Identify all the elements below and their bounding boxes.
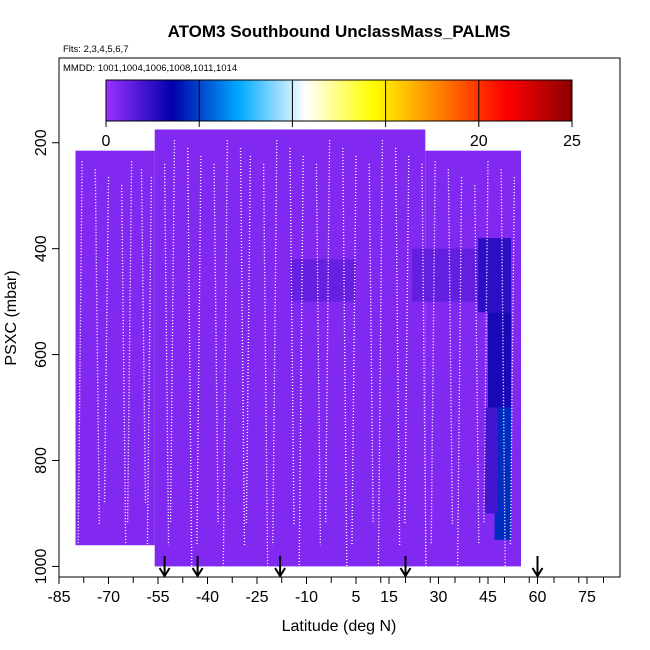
x-tick-label: -70 xyxy=(97,589,120,606)
flight-profile-track xyxy=(121,185,127,546)
flight-profile-track xyxy=(474,185,480,546)
y-tick-label: 800 xyxy=(33,447,50,474)
flight-arrows xyxy=(158,556,544,578)
y-tick-label: 400 xyxy=(33,235,50,262)
plot-area: MMDD: 1001,1004,1006,1008,1011,1014 0510… xyxy=(58,57,621,578)
x-tick-label: 75 xyxy=(578,589,596,606)
x-tick-label: -10 xyxy=(295,589,318,606)
down-arrow-icon xyxy=(191,556,204,578)
flight-profile-track xyxy=(377,140,384,567)
heatmap-enhanced-cell xyxy=(290,259,356,302)
flight-profile-track xyxy=(509,177,516,546)
heatmap-region xyxy=(75,150,155,546)
flight-profile-track xyxy=(447,169,454,525)
x-tick-label: 45 xyxy=(479,589,497,606)
heatmap-cells xyxy=(75,129,521,567)
colorbar-tick-label: 25 xyxy=(563,133,581,150)
x-tick-label: -40 xyxy=(196,589,219,606)
flight-profile-track xyxy=(222,140,228,567)
flight-profile-track xyxy=(421,163,427,567)
flight-profile-track xyxy=(483,161,489,525)
flight-profile-track xyxy=(187,148,193,567)
flight-profile-track xyxy=(77,161,83,546)
flight-profile-track xyxy=(430,161,436,546)
x-tick-label: -85 xyxy=(47,589,70,606)
heatmap-enhanced-cell xyxy=(488,312,512,408)
y-axis: 200 400 600 800 1000 xyxy=(33,129,59,584)
flight-profile-track xyxy=(324,140,331,525)
flight-profiles xyxy=(77,140,516,567)
flight-profile-track xyxy=(262,163,269,567)
x-tick-label: 30 xyxy=(430,589,448,606)
flight-profile-track xyxy=(245,155,252,525)
colorbar-tick-label: 0 xyxy=(102,133,111,150)
heatmap-enhanced-cell xyxy=(484,407,498,514)
down-arrow-icon xyxy=(399,556,412,578)
down-arrow-icon xyxy=(158,556,171,578)
flights-note: Flts: 2,3,4,5,6,7 xyxy=(63,44,128,55)
flight-profile-track xyxy=(456,177,463,567)
flight-profile-track xyxy=(298,155,304,567)
flight-profile-track xyxy=(404,155,410,525)
flight-profile-track xyxy=(351,155,357,546)
flight-profile-track xyxy=(368,163,374,525)
chart-title: ATOM3 Southbound UnclassMass_PALMS xyxy=(168,22,511,41)
flight-profile-track xyxy=(103,177,110,503)
x-tick-label: 15 xyxy=(380,589,398,606)
y-tick-label: 200 xyxy=(33,129,50,156)
colorbar-tick-label: 20 xyxy=(470,133,488,150)
down-arrow-icon xyxy=(274,556,286,578)
flight-profile-track xyxy=(239,148,246,546)
heatmap-enhanced-cell xyxy=(494,407,512,540)
colorbar-strip xyxy=(105,79,573,122)
flight-profile-track xyxy=(342,148,348,567)
flight-profile-track xyxy=(126,161,133,525)
flight-profile-track xyxy=(146,177,153,546)
down-arrow-icon xyxy=(531,556,544,578)
x-axis: -85 -70 -55 -40 -25 -10 5 15 30 45 60 75 xyxy=(47,577,604,606)
flight-profile-track xyxy=(315,163,322,546)
heatmap-enhanced-cell xyxy=(412,248,479,302)
x-tick-label: -55 xyxy=(146,589,169,606)
flight-profile-track xyxy=(500,169,506,567)
x-tick-label: 5 xyxy=(352,589,361,606)
flight-profile-track xyxy=(163,163,170,546)
y-tick-label: 1000 xyxy=(33,549,50,585)
flight-profile-track xyxy=(169,140,176,525)
flight-profile-track xyxy=(94,169,100,525)
plot-frame xyxy=(58,57,621,578)
y-axis-title: PSXC (mbar) xyxy=(3,270,20,365)
x-axis-title: Latitude (deg N) xyxy=(282,618,397,635)
y-tick-label: 600 xyxy=(33,341,50,368)
x-tick-label: 60 xyxy=(529,589,547,606)
flight-profile-track xyxy=(394,148,401,546)
dates-note: MMDD: 1001,1004,1006,1008,1011,1014 xyxy=(63,63,237,74)
flight-profile-track xyxy=(196,155,202,546)
flight-profile-track xyxy=(213,163,219,525)
heatmap-enhanced-cell xyxy=(478,238,512,313)
heatmap-region xyxy=(154,129,426,567)
x-tick-label: -25 xyxy=(245,589,268,606)
